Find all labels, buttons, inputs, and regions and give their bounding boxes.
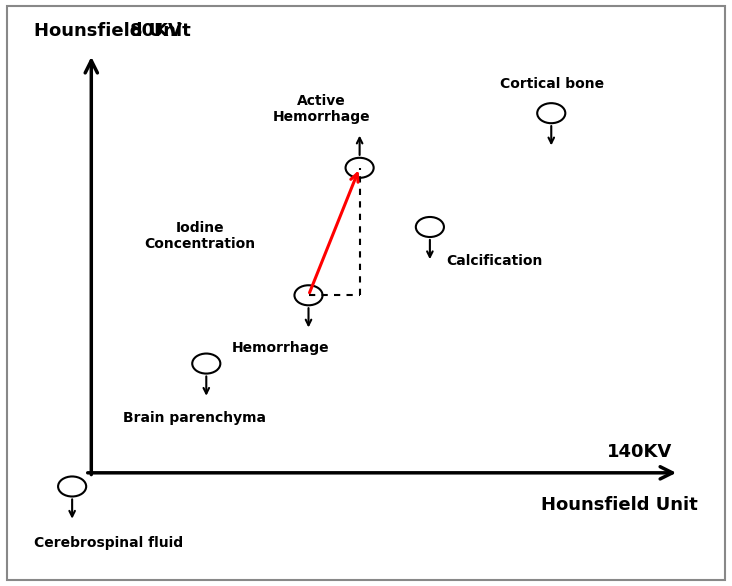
Text: Iodine
Concentration: Iodine Concentration — [144, 221, 255, 251]
Text: Hounsfield Unit: Hounsfield Unit — [542, 496, 698, 513]
Text: Active
Hemorrhage: Active Hemorrhage — [272, 94, 370, 124]
Text: Hemorrhage: Hemorrhage — [232, 340, 329, 355]
Text: 140KV: 140KV — [608, 444, 673, 461]
Text: Cerebrospinal fluid: Cerebrospinal fluid — [34, 536, 183, 550]
Text: Calcification: Calcification — [446, 254, 542, 268]
Text: Brain parenchyma: Brain parenchyma — [123, 411, 266, 425]
Text: Cortical bone: Cortical bone — [500, 77, 605, 91]
Text: Hounsfield Unit: Hounsfield Unit — [34, 22, 190, 40]
Polygon shape — [308, 168, 359, 295]
Text: 80KV: 80KV — [130, 22, 182, 40]
